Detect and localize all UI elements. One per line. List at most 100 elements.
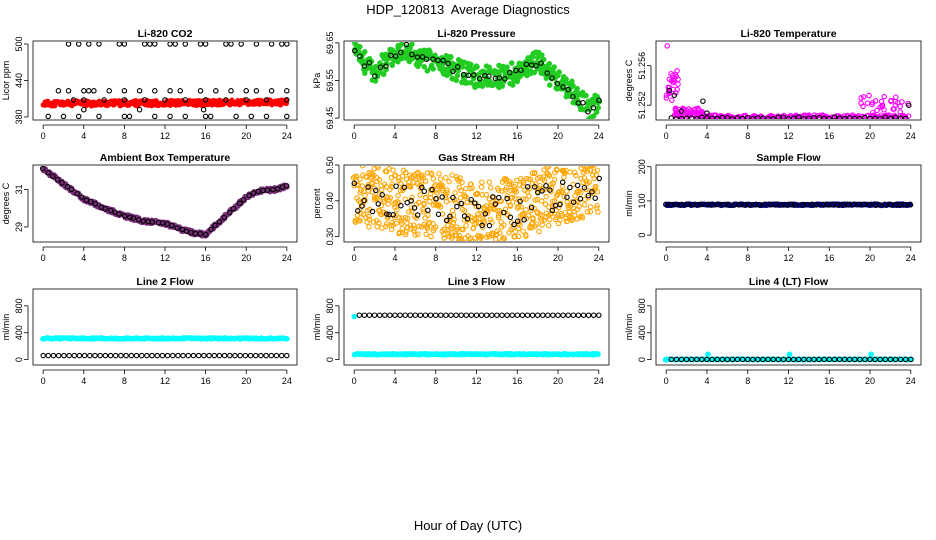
data-point [170,352,176,359]
data-point [585,312,592,318]
data-point [412,312,419,318]
data-point [700,98,706,104]
data-point [520,228,526,234]
data-point [850,201,857,208]
data-point [862,356,868,363]
data-point [756,114,763,119]
data-point [902,115,909,119]
data-point [574,153,578,157]
y-axis-label: ml/min [624,190,634,217]
data-point [364,219,370,225]
page-title: HDP_120813 Average Diagnostics [366,2,570,17]
data-point [402,312,408,318]
data-point [167,42,173,47]
data-point [263,352,269,359]
data-point [60,113,67,119]
data-point [594,189,601,195]
data-point [562,170,568,176]
data-points [40,42,290,119]
data-point [102,352,109,359]
data-point [897,115,904,119]
data-point [443,312,449,318]
data-point [479,179,485,185]
data-point [237,352,243,359]
data-point [463,222,469,229]
data-point [432,224,439,230]
data-point [780,356,787,363]
data-point [45,169,51,176]
data-point [596,175,602,182]
data-point [450,220,457,226]
data-point [123,352,129,359]
data-point [531,69,538,76]
data-point [892,356,899,363]
x-tick-label: 12 [783,131,793,141]
data-point [688,356,695,363]
data-point [546,173,553,179]
data-point [688,107,694,114]
data-point [570,82,576,89]
data-point [463,193,469,200]
data-point [416,60,423,67]
data-point [389,181,395,187]
plot-frame [32,164,298,243]
data-point [826,115,833,119]
data-point [741,202,748,208]
data-point [567,158,571,162]
y-tick-label: 0.40 [325,192,335,210]
data-point [501,209,507,216]
data-point [441,235,448,241]
data-point [821,115,827,119]
data-point [197,88,204,94]
data-point [539,185,546,192]
data-point [374,195,380,202]
data-point [806,115,812,119]
data-point [550,312,556,318]
data-point [468,312,475,318]
data-point [398,220,405,227]
data-point [54,176,61,183]
data-point [164,352,171,359]
data-point [201,352,207,359]
data-point [40,352,46,359]
data-point [197,231,204,237]
data-point [866,201,873,208]
data-point [539,222,545,228]
data-point [507,214,514,221]
y-tick-label: 0 [637,357,647,362]
data-point [457,175,463,181]
data-point [284,113,290,119]
data-point [243,97,249,103]
data-point [545,312,551,318]
x-tick-label: 4 [81,376,86,386]
data-point [678,356,685,363]
data-point [417,312,424,318]
data-point [524,184,531,190]
data-point [377,64,384,71]
data-point [439,194,445,200]
data-point [734,356,741,363]
x-tick-label: 8 [433,131,438,141]
data-point [279,42,285,47]
data-point [704,356,710,363]
data-point [536,228,542,235]
data-point [664,43,670,49]
data-point [514,312,521,318]
data-point [668,115,675,119]
data-point [395,192,401,199]
plot-frame [32,40,298,121]
data-point [584,168,591,174]
data-point [79,194,85,200]
data-point [390,212,396,218]
data-point [841,356,848,363]
data-point [366,59,373,66]
y-axis-label: kPa [312,73,322,89]
data-point [206,352,212,359]
panel-5: Gas Stream RH 0 4 8 12 16 20 24 0.30 0.40 0.50 perc… [312,152,610,263]
data-point [473,203,479,210]
data-point [545,166,552,170]
data-point [724,356,731,363]
data-point [670,76,677,82]
data-point [821,356,827,363]
x-tick-label: 0 [352,131,357,141]
